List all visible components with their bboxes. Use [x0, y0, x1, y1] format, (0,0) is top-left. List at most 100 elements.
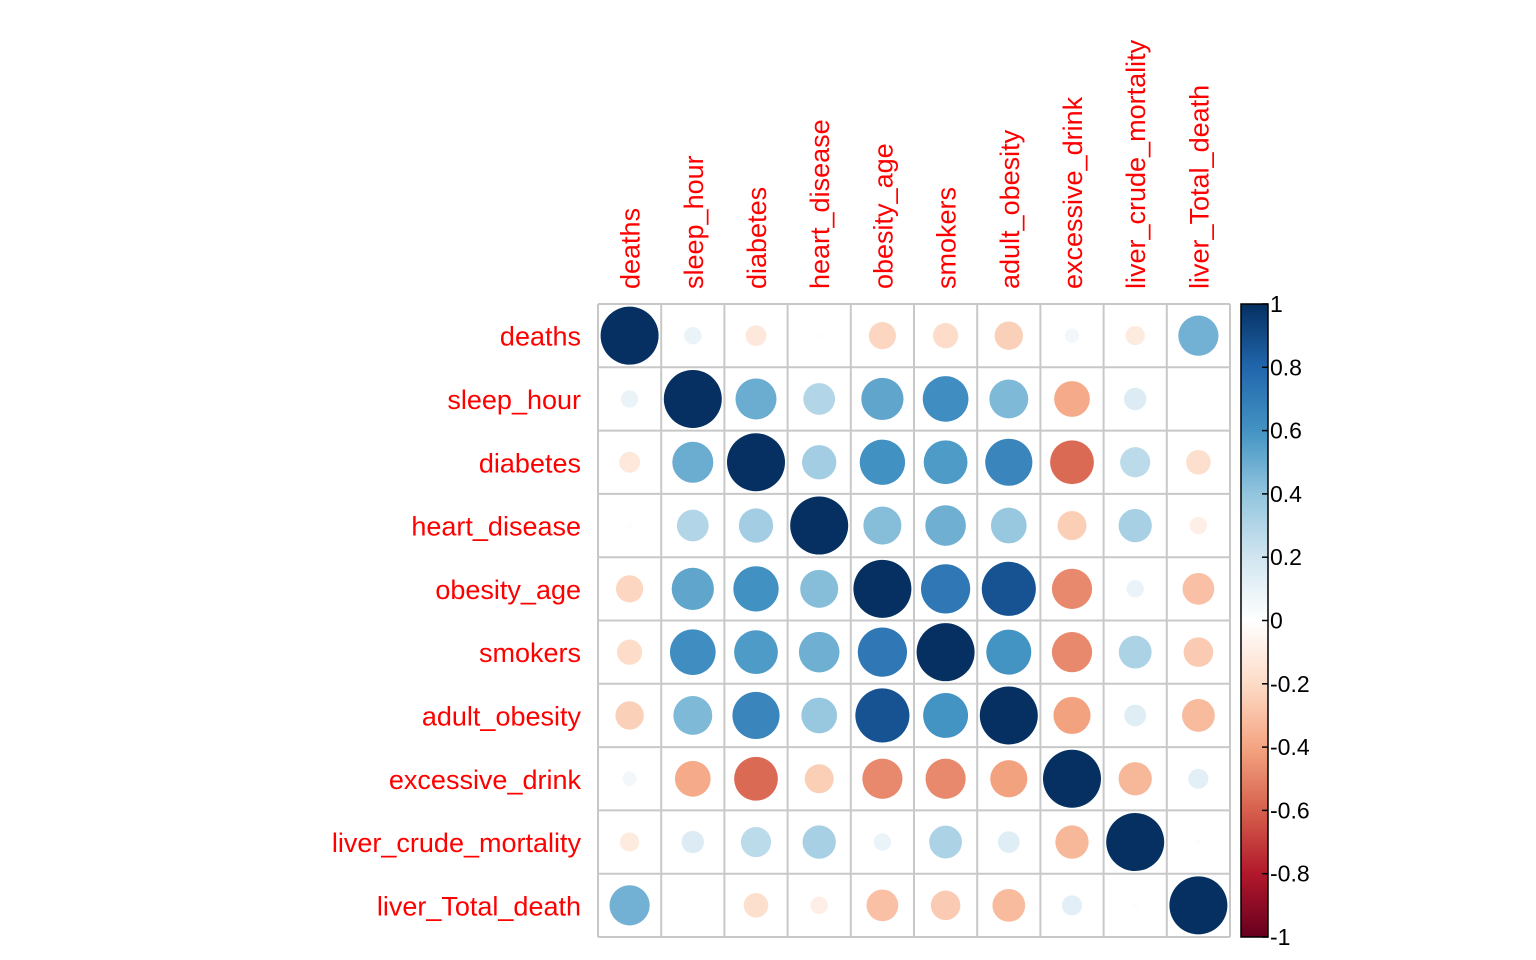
correlation-circle-adult_obesity-liver_crude_mortality	[1124, 704, 1147, 727]
correlation-circle-deaths-deaths	[600, 306, 659, 365]
correlation-circle-excessive_drink-liver_crude_mortality	[1118, 762, 1152, 796]
correlation-circle-liver_crude_mortality-excessive_drink	[1055, 825, 1089, 859]
correlation-circle-smokers-smokers	[916, 623, 975, 682]
correlation-circle-liver_Total_death-smokers	[930, 890, 961, 921]
column-label-diabetes: diabetes	[742, 187, 772, 289]
correlation-circle-diabetes-sleep_hour	[672, 441, 714, 483]
correlation-circle-adult_obesity-adult_obesity	[979, 686, 1038, 745]
correlation-circle-adult_obesity-deaths	[615, 701, 644, 730]
correlation-circle-sleep_hour-smokers	[922, 376, 969, 422]
correlation-circle-deaths-liver_Total_death	[1178, 315, 1219, 356]
correlation-circle-sleep_hour-deaths	[620, 390, 639, 408]
color-legend: 1 0.8 0.6 0.4 0.2 0 -0.2 -0.4 -0.6 -0.8 -1	[1240, 291, 1310, 950]
row-label-smokers: smokers	[479, 638, 581, 668]
correlation-circle-excessive_drink-excessive_drink	[1043, 749, 1101, 808]
correlation-circle-liver_crude_mortality-sleep_hour	[681, 830, 705, 854]
correlation-circle-adult_obesity-sleep_hour	[673, 695, 713, 735]
correlation-circle-liver_crude_mortality-smokers	[929, 825, 963, 859]
column-label-obesity_age: obesity_age	[868, 143, 898, 289]
correlation-circle-liver_crude_mortality-obesity_age	[873, 833, 892, 851]
correlation-circle-liver_crude_mortality-liver_Total_death	[1195, 839, 1202, 845]
correlation-circle-heart_disease-sleep_hour	[676, 509, 709, 542]
row-label-liver_Total_death: liver_Total_death	[377, 891, 581, 921]
colorbar-tick-label: -1	[1270, 924, 1290, 950]
correlation-circle-smokers-liver_Total_death	[1183, 637, 1214, 667]
correlation-circle-liver_crude_mortality-heart_disease	[802, 825, 836, 859]
row-label-adult_obesity: adult_obesity	[422, 701, 582, 731]
correlation-circle-sleep_hour-liver_crude_mortality	[1123, 387, 1147, 411]
colorbar-tick-label: -0.2	[1270, 671, 1310, 697]
correlation-circle-liver_crude_mortality-diabetes	[740, 826, 772, 858]
correlation-circle-liver_Total_death-sleep_hour	[689, 902, 696, 909]
correlation-circle-diabetes-diabetes	[727, 433, 785, 492]
column-label-liver_Total_death: liver_Total_death	[1184, 85, 1214, 289]
correlation-circle-liver_Total_death-diabetes	[743, 893, 769, 918]
correlation-circle-obesity_age-deaths	[615, 575, 644, 603]
correlation-circle-obesity_age-adult_obesity	[981, 561, 1036, 616]
correlation-circle-smokers-liver_crude_mortality	[1118, 635, 1152, 669]
correlation-circle-heart_disease-excessive_drink	[1057, 511, 1087, 541]
correlation-circle-diabetes-excessive_drink	[1050, 440, 1094, 485]
correlation-circle-adult_obesity-heart_disease	[801, 697, 838, 734]
correlation-circle-liver_Total_death-heart_disease	[810, 896, 828, 915]
correlation-circle-obesity_age-sleep_hour	[671, 567, 714, 610]
colorbar-tick-label: 0.8	[1270, 354, 1302, 380]
row-label-liver_crude_mortality: liver_crude_mortality	[332, 828, 582, 858]
correlation-circle-sleep_hour-adult_obesity	[989, 379, 1029, 419]
column-label-adult_obesity: adult_obesity	[995, 129, 1025, 289]
correlation-circle-sleep_hour-excessive_drink	[1054, 381, 1090, 417]
correlation-circle-obesity_age-heart_disease	[800, 569, 839, 608]
correlation-circle-excessive_drink-obesity_age	[862, 758, 903, 799]
column-label-smokers: smokers	[932, 187, 962, 289]
correlation-circle-sleep_hour-heart_disease	[803, 383, 836, 415]
correlation-circle-liver_Total_death-deaths	[609, 885, 650, 926]
correlation-circle-deaths-smokers	[932, 323, 959, 349]
correlation-circle-smokers-obesity_age	[857, 627, 908, 677]
correlation-circle-deaths-heart_disease	[816, 332, 823, 339]
correlation-circle-heart_disease-liver_crude_mortality	[1118, 508, 1152, 543]
correlation-circle-liver_Total_death-liver_Total_death	[1169, 876, 1228, 935]
correlation-circle-diabetes-adult_obesity	[985, 438, 1033, 486]
correlation-circle-excessive_drink-liver_Total_death	[1188, 768, 1209, 789]
correlation-circle-excessive_drink-deaths	[622, 771, 637, 786]
correlation-circle-heart_disease-deaths	[626, 522, 633, 529]
correlation-circle-heart_disease-smokers	[925, 505, 966, 546]
colorbar-tick-label: -0.8	[1270, 861, 1310, 887]
correlation-circle-smokers-sleep_hour	[669, 629, 716, 675]
correlation-circle-adult_obesity-diabetes	[732, 691, 780, 740]
correlation-circle-diabetes-deaths	[619, 451, 641, 473]
correlation-circle-liver_Total_death-obesity_age	[866, 889, 899, 922]
correlation-circle-excessive_drink-smokers	[925, 758, 966, 799]
correlation-circles	[600, 306, 1228, 935]
correlation-circle-adult_obesity-liver_Total_death	[1181, 699, 1215, 732]
correlation-circle-deaths-sleep_hour	[684, 326, 702, 345]
correlation-circle-diabetes-liver_Total_death	[1186, 449, 1211, 475]
correlation-circle-obesity_age-diabetes	[733, 566, 779, 612]
correlation-circle-obesity_age-obesity_age	[853, 559, 912, 618]
correlation-circle-obesity_age-liver_Total_death	[1182, 572, 1215, 605]
colorbar-tick-label: 1	[1270, 291, 1283, 317]
correlation-circle-heart_disease-liver_Total_death	[1189, 516, 1208, 535]
correlation-circle-sleep_hour-diabetes	[735, 378, 777, 420]
correlation-circle-smokers-diabetes	[734, 630, 778, 675]
colorbar-tick-label: 0.6	[1270, 418, 1302, 444]
correlation-circle-liver_Total_death-liver_crude_mortality	[1132, 902, 1139, 909]
correlation-circle-obesity_age-excessive_drink	[1051, 568, 1093, 609]
correlation-circle-liver_crude_mortality-liver_crude_mortality	[1106, 813, 1165, 872]
row-label-excessive_drink: excessive_drink	[389, 765, 582, 795]
correlation-circle-smokers-deaths	[616, 639, 643, 665]
column-label-heart_disease: heart_disease	[805, 119, 835, 289]
colorbar-tick-label: 0.4	[1270, 481, 1302, 507]
correlation-circle-obesity_age-liver_crude_mortality	[1126, 580, 1144, 598]
correlation-circle-sleep_hour-sleep_hour	[663, 369, 722, 428]
colorbar-tick-label: -0.6	[1270, 797, 1310, 823]
correlation-circle-smokers-heart_disease	[798, 631, 840, 673]
column-labels: deaths sleep_hour diabetes heart_disease obe…	[616, 39, 1215, 289]
colorbar-tick-label: 0	[1270, 608, 1283, 634]
row-labels: deaths sleep_hour diabetes heart_diseaseobe…	[332, 322, 582, 922]
column-label-sleep_hour: sleep_hour	[679, 155, 709, 289]
correlation-circle-deaths-liver_crude_mortality	[1125, 326, 1145, 346]
row-label-diabetes: diabetes	[479, 448, 581, 478]
row-label-sleep_hour: sleep_hour	[447, 385, 581, 415]
